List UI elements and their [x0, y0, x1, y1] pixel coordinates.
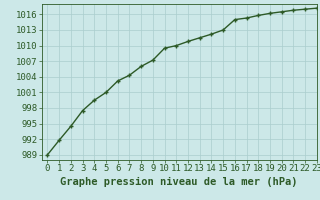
X-axis label: Graphe pression niveau de la mer (hPa): Graphe pression niveau de la mer (hPa)	[60, 177, 298, 187]
